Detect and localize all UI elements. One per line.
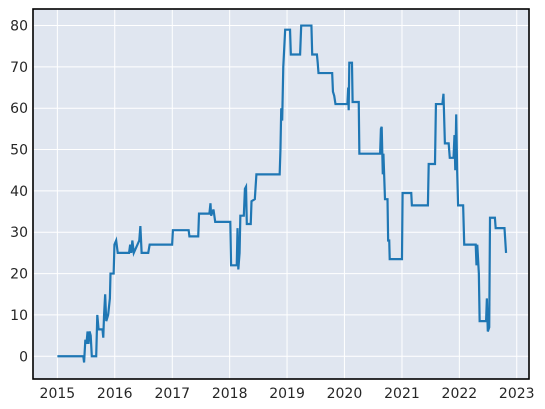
x-tick-label: 2021 <box>384 386 420 402</box>
x-tick-label: 2018 <box>212 386 248 402</box>
y-tick-label: 80 <box>10 19 28 35</box>
plot-background <box>33 9 529 379</box>
y-tick-label: 50 <box>10 143 28 159</box>
x-tick-label: 2022 <box>442 386 478 402</box>
y-tick-label: 40 <box>10 184 28 200</box>
x-tick-label: 2016 <box>97 386 133 402</box>
x-tick-label: 2019 <box>269 386 305 402</box>
y-tick-label: 70 <box>10 60 28 76</box>
y-tick-label: 10 <box>10 308 28 324</box>
y-tick-label: 0 <box>19 349 28 365</box>
x-axis: 2015 2016 2017 2018 2019 2020 2021 2022 2023 <box>40 386 535 402</box>
y-axis: 0 10 20 30 40 50 60 70 80 <box>10 19 28 366</box>
y-tick-label: 20 <box>10 267 28 283</box>
x-tick-label: 2017 <box>154 386 190 402</box>
x-tick-label: 2020 <box>327 386 363 402</box>
x-tick-label: 2015 <box>40 386 76 402</box>
y-tick-label: 60 <box>10 101 28 117</box>
x-tick-label: 2023 <box>499 386 535 402</box>
y-tick-label: 30 <box>10 225 28 241</box>
